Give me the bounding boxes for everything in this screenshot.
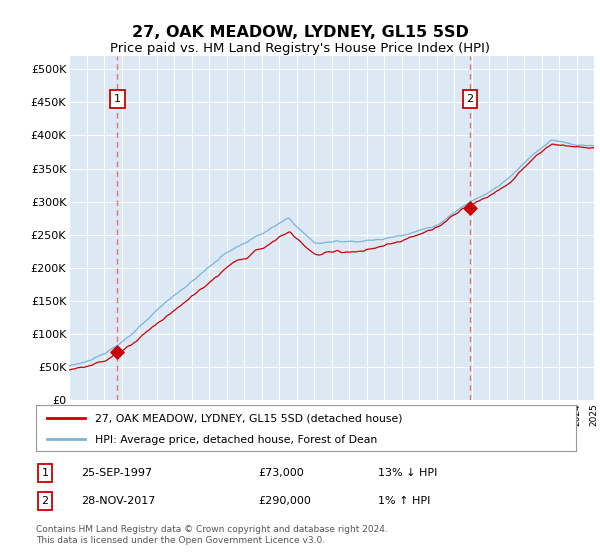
Text: 2: 2 — [466, 94, 473, 104]
Text: 13% ↓ HPI: 13% ↓ HPI — [378, 468, 437, 478]
Text: 27, OAK MEADOW, LYDNEY, GL15 5SD (detached house): 27, OAK MEADOW, LYDNEY, GL15 5SD (detach… — [95, 414, 403, 424]
Text: Contains HM Land Registry data © Crown copyright and database right 2024.
This d: Contains HM Land Registry data © Crown c… — [36, 525, 388, 545]
Text: 1% ↑ HPI: 1% ↑ HPI — [378, 496, 430, 506]
Point — [112, 348, 122, 357]
Text: Price paid vs. HM Land Registry's House Price Index (HPI): Price paid vs. HM Land Registry's House … — [110, 42, 490, 55]
Text: 28-NOV-2017: 28-NOV-2017 — [81, 496, 155, 506]
Point — [465, 204, 475, 213]
Text: HPI: Average price, detached house, Forest of Dean: HPI: Average price, detached house, Fore… — [95, 435, 377, 445]
Text: 27, OAK MEADOW, LYDNEY, GL15 5SD: 27, OAK MEADOW, LYDNEY, GL15 5SD — [131, 25, 469, 40]
Text: 25-SEP-1997: 25-SEP-1997 — [81, 468, 152, 478]
Text: £73,000: £73,000 — [258, 468, 304, 478]
Text: 2: 2 — [41, 496, 49, 506]
Text: 1: 1 — [41, 468, 49, 478]
Text: £290,000: £290,000 — [258, 496, 311, 506]
Text: 1: 1 — [113, 94, 121, 104]
